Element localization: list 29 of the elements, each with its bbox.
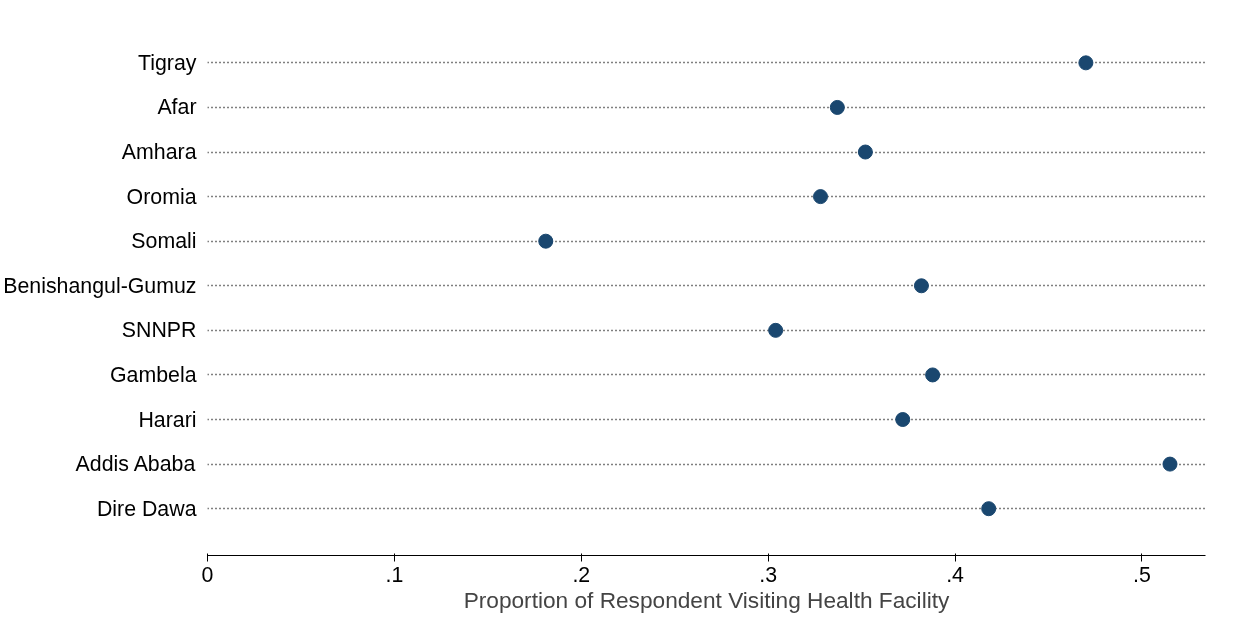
y-tick-label: Tigray [138, 50, 197, 75]
y-tick-label: Gambela [109, 362, 197, 387]
x-axis-title: Proportion of Respondent Visiting Health Facility [463, 586, 951, 613]
y-tick-label: Addis Ababa [75, 452, 196, 477]
x-tick-label: .4 [946, 562, 965, 587]
point [768, 322, 784, 338]
x-tick-label: .1 [385, 562, 404, 587]
y-tick-label: Harari [138, 407, 197, 432]
y-tick-label: Somali [131, 229, 197, 254]
x-tick-label: .2 [572, 562, 591, 587]
point [857, 144, 873, 160]
y-tick-label: Benishangul-Gumuz [3, 273, 197, 298]
point [813, 189, 828, 205]
point [1162, 456, 1178, 472]
point [895, 412, 911, 428]
point [538, 233, 554, 249]
point [925, 367, 941, 383]
x-tick-label: .3 [759, 562, 778, 587]
y-tick-label: Dire Dawa [96, 496, 197, 521]
point [981, 501, 997, 517]
y-tick-label: SNNPR [121, 318, 197, 343]
point [913, 278, 929, 294]
x-tick-label: 0 [201, 562, 214, 587]
x-tick-label: .5 [1133, 562, 1151, 587]
y-tick-label: Oromia [126, 184, 197, 209]
y-tick-label: Afar [157, 95, 197, 120]
point [1078, 55, 1094, 71]
y-tick-label: Amhara [121, 140, 197, 165]
point [829, 99, 845, 115]
